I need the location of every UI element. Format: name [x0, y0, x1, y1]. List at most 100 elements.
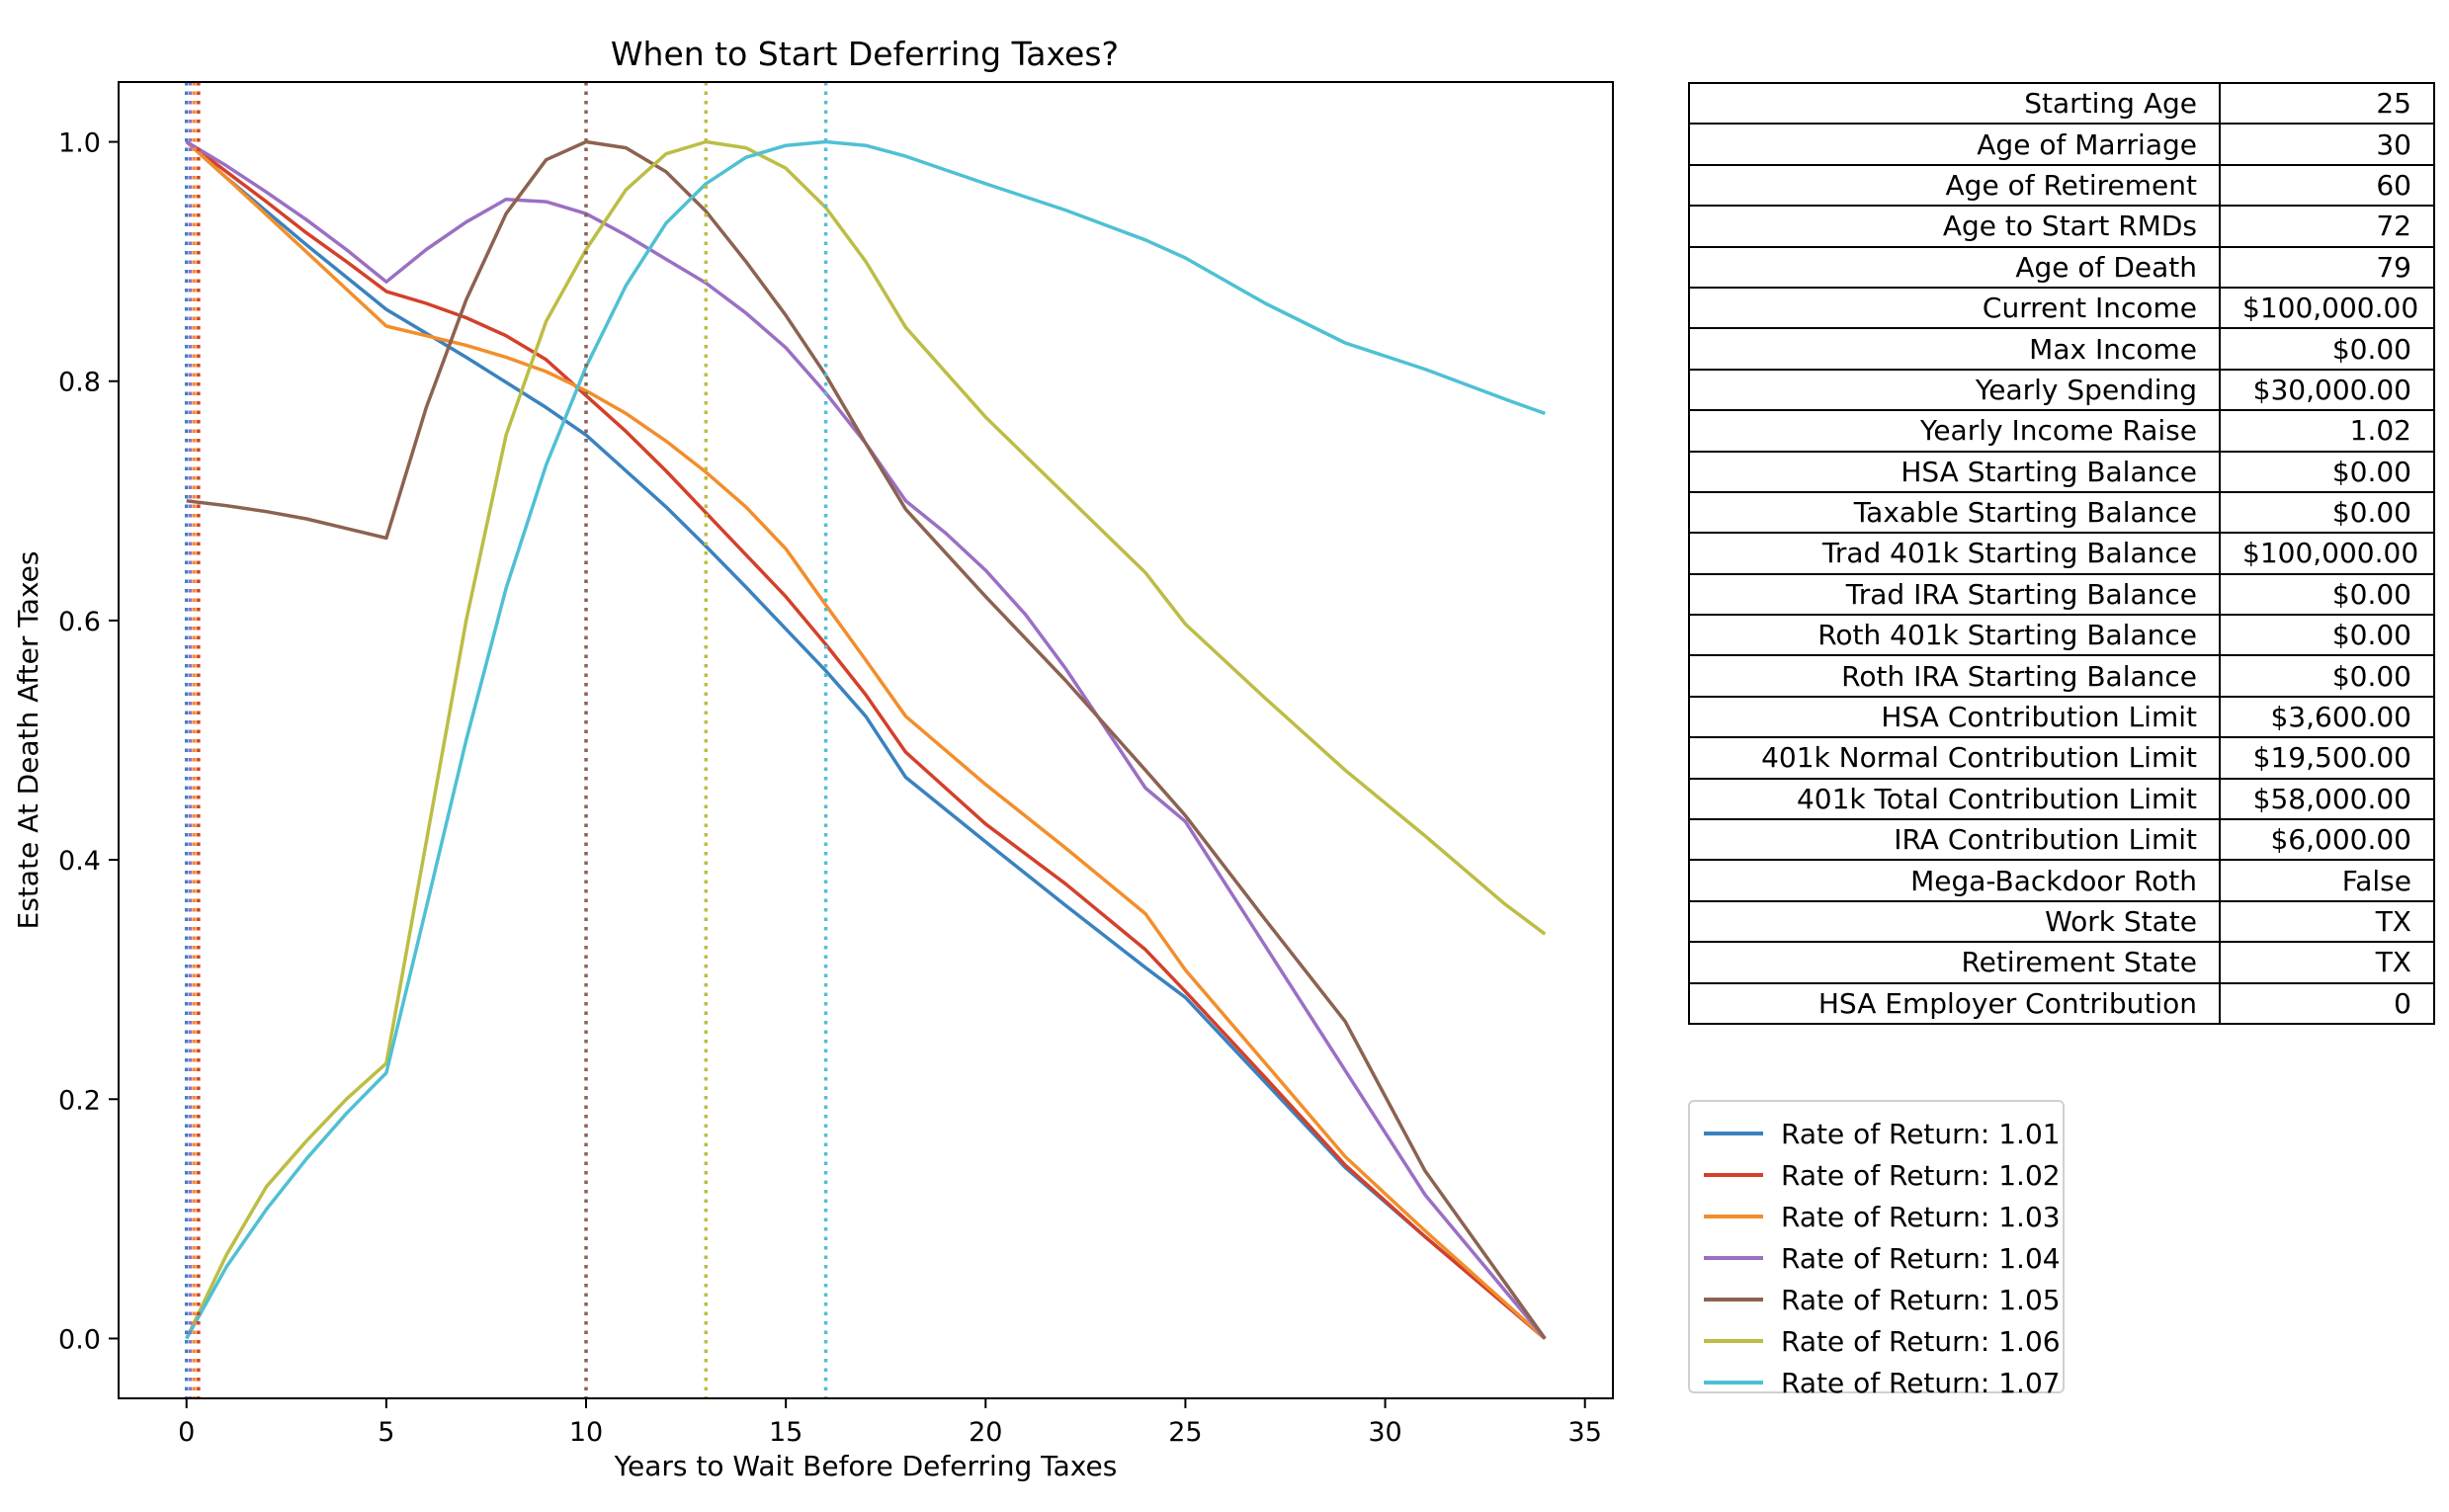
param-label: Age of Death: [1688, 245, 2221, 289]
param-value: $3,600.00: [2219, 695, 2435, 739]
series-line: [186, 139, 1547, 1340]
x-tick-label: 15: [769, 1417, 802, 1448]
param-label: Trad IRA Starting Balance: [1688, 572, 2221, 617]
param-value: $100,000.00: [2219, 532, 2435, 575]
param-value: $100,000.00: [2219, 286, 2435, 330]
params-row: 401k Normal Contribution Limit $19,500.00: [1688, 736, 2435, 780]
legend-swatch: [1704, 1132, 1763, 1135]
param-value: $30,000.00: [2219, 368, 2435, 412]
series-line: [185, 139, 1547, 1340]
x-tick-label: 35: [1568, 1417, 1602, 1448]
param-value: 72: [2219, 205, 2435, 248]
legend-label: Rate of Return: 1.05: [1781, 1283, 2061, 1316]
params-row: Age to Start RMDs 72: [1688, 205, 2435, 248]
y-tick-label: 1.0: [58, 128, 101, 159]
param-label: Yearly Income Raise: [1688, 409, 2221, 453]
param-value: $19,500.00: [2219, 736, 2435, 780]
params-row: Age of Death 79: [1688, 245, 2435, 289]
param-label: Max Income: [1688, 327, 2221, 371]
params-row: Age of Retirement 60: [1688, 163, 2435, 208]
legend-item: Rate of Return: 1.01: [1704, 1116, 2061, 1151]
legend-item: Rate of Return: 1.02: [1704, 1157, 2061, 1193]
param-value: 30: [2219, 123, 2435, 166]
param-value: 1.02: [2219, 409, 2435, 453]
params-row: Mega-Backdoor Roth False: [1688, 859, 2435, 902]
params-row: HSA Contribution Limit $3,600.00: [1688, 695, 2435, 739]
param-value: $0.00: [2219, 614, 2435, 657]
y-axis-ticks: 0.0 0.2 0.4 0.6 0.8 1.0: [58, 128, 119, 1355]
legend-swatch: [1704, 1381, 1763, 1385]
legend-swatch: [1704, 1256, 1763, 1260]
legend-label: Rate of Return: 1.07: [1781, 1366, 2061, 1399]
param-value: $58,000.00: [2219, 777, 2435, 821]
legend-label: Rate of Return: 1.06: [1781, 1324, 2061, 1358]
param-label: Age to Start RMDs: [1688, 205, 2221, 248]
y-tick-label: 0.2: [58, 1085, 101, 1116]
param-label: Current Income: [1688, 286, 2221, 330]
param-value: 0: [2219, 981, 2435, 1025]
params-row: Yearly Spending $30,000.00: [1688, 368, 2435, 412]
parameters-table: Starting Age 25 Age of Marriage 30 Age of Re…: [1688, 81, 2435, 1025]
param-value: TX: [2219, 941, 2435, 984]
x-tick-label: 10: [569, 1417, 603, 1448]
params-row: HSA Starting Balance $0.00: [1688, 450, 2435, 493]
params-row: Roth IRA Starting Balance $0.00: [1688, 654, 2435, 698]
param-label: Retirement State: [1688, 941, 2221, 984]
legend-item: Rate of Return: 1.04: [1704, 1240, 2061, 1276]
legend-swatch: [1704, 1339, 1763, 1343]
plot-frame: [118, 81, 1614, 1399]
param-label: Age of Marriage: [1688, 123, 2221, 166]
params-row: Trad 401k Starting Balance $100,000.00: [1688, 532, 2435, 575]
legend-item: Rate of Return: 1.03: [1704, 1199, 2061, 1234]
chart-title: When to Start Deferring Taxes?: [611, 35, 1119, 73]
params-row: Starting Age 25: [1688, 81, 2435, 126]
param-value: $0.00: [2219, 327, 2435, 371]
param-label: HSA Employer Contribution: [1688, 981, 2221, 1025]
param-label: Roth 401k Starting Balance: [1688, 614, 2221, 657]
param-value: $6,000.00: [2219, 818, 2435, 862]
series-line: [185, 139, 1547, 1340]
param-value: $0.00: [2219, 654, 2435, 698]
params-row: HSA Employer Contribution 0: [1688, 981, 2435, 1025]
series-line: [185, 140, 1547, 1340]
param-label: Roth IRA Starting Balance: [1688, 654, 2221, 698]
legend-label: Rate of Return: 1.03: [1781, 1200, 2061, 1233]
x-tick-label: 20: [969, 1417, 1002, 1448]
legend-label: Rate of Return: 1.01: [1781, 1117, 2061, 1150]
series-lines: [185, 139, 1547, 1340]
legend-label: Rate of Return: 1.02: [1781, 1158, 2061, 1192]
series-line: [185, 139, 1546, 1340]
param-value: 60: [2219, 163, 2435, 208]
param-label: IRA Contribution Limit: [1688, 818, 2221, 862]
param-value: 79: [2219, 245, 2435, 289]
param-value: $0.00: [2219, 572, 2435, 617]
param-label: Yearly Spending: [1688, 368, 2221, 412]
legend-swatch: [1704, 1298, 1763, 1302]
legend-item: Rate of Return: 1.07: [1704, 1365, 2061, 1400]
params-row: Age of Marriage 30: [1688, 123, 2435, 166]
params-row: Trad IRA Starting Balance $0.00: [1688, 572, 2435, 617]
param-label: HSA Contribution Limit: [1688, 695, 2221, 739]
params-row: IRA Contribution Limit $6,000.00: [1688, 818, 2435, 862]
param-label: Taxable Starting Balance: [1688, 490, 2221, 535]
y-tick-label: 0.0: [58, 1324, 101, 1355]
y-axis-label: Estate At Death After Taxes: [12, 551, 44, 930]
legend-swatch: [1704, 1173, 1763, 1177]
x-tick-label: 25: [1168, 1417, 1202, 1448]
y-tick-label: 0.4: [58, 846, 101, 877]
series-line: [185, 140, 1547, 1340]
x-tick-label: 30: [1368, 1417, 1401, 1448]
y-tick-label: 0.8: [58, 368, 101, 398]
params-row: Current Income $100,000.00: [1688, 286, 2435, 330]
params-row: Work State TX: [1688, 899, 2435, 944]
x-tick-label: 0: [178, 1417, 195, 1448]
param-value: 25: [2219, 81, 2435, 126]
params-row: Max Income $0.00: [1688, 327, 2435, 371]
x-tick-label: 5: [378, 1417, 394, 1448]
params-row: Retirement State TX: [1688, 941, 2435, 984]
params-row: Taxable Starting Balance $0.00: [1688, 490, 2435, 535]
param-value: False: [2219, 859, 2435, 902]
x-axis-label: Years to Wait Before Deferring Taxes: [614, 1450, 1118, 1482]
param-label: Starting Age: [1688, 81, 2221, 126]
